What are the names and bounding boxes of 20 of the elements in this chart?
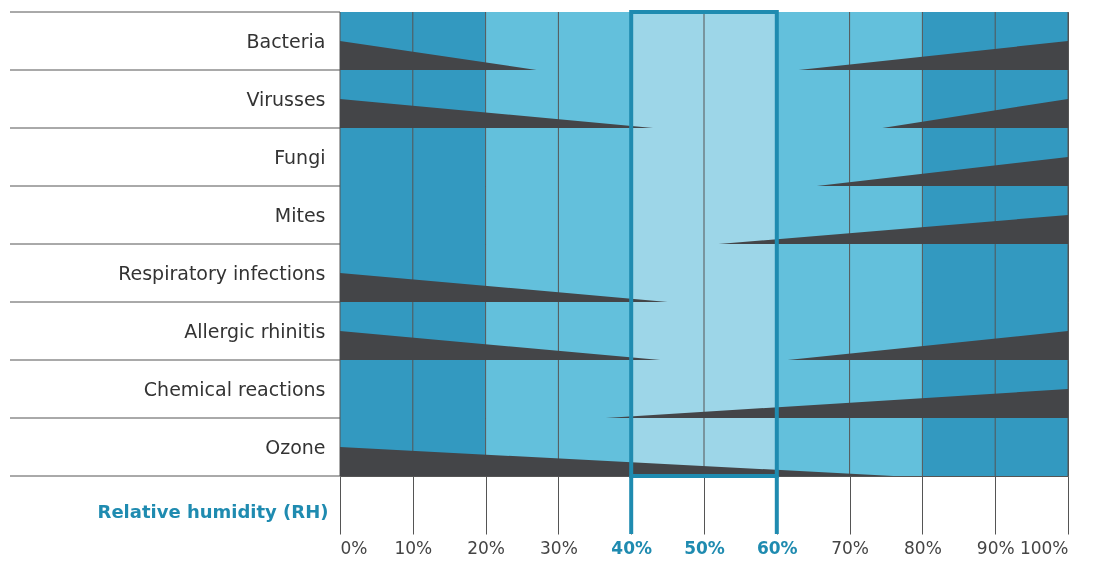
y-axis-title: Ozone — [265, 435, 326, 458]
x-tick-label: 70% — [831, 537, 869, 558]
x-tick-label: 80% — [904, 537, 942, 558]
y-axis-title: Chemical reactions — [143, 377, 326, 400]
y-axis-title: Bacteria — [246, 29, 326, 52]
x-axis-title: Relative humidity (RH) — [97, 500, 329, 522]
x-tick-label: 20% — [467, 537, 505, 558]
x-tick-label: 30% — [540, 537, 578, 558]
y-axis-title: Virusses — [246, 87, 326, 110]
x-tick-label: 60% — [756, 537, 798, 558]
y-axis-title: Respiratory infections — [118, 261, 326, 284]
x-tick-label: 50% — [684, 537, 725, 558]
x-tick-label: 0% — [340, 537, 368, 558]
x-tick-label: 100% — [1019, 537, 1069, 558]
x-tick-label: 40% — [611, 537, 653, 558]
y-axis-title: Allergic rhinitis — [184, 319, 326, 342]
y-axis-title: Fungi — [274, 145, 326, 168]
y-axis-title: Mites — [274, 203, 326, 226]
x-tick-label: 10% — [394, 537, 433, 558]
x-tick-label: 90% — [976, 537, 1015, 558]
